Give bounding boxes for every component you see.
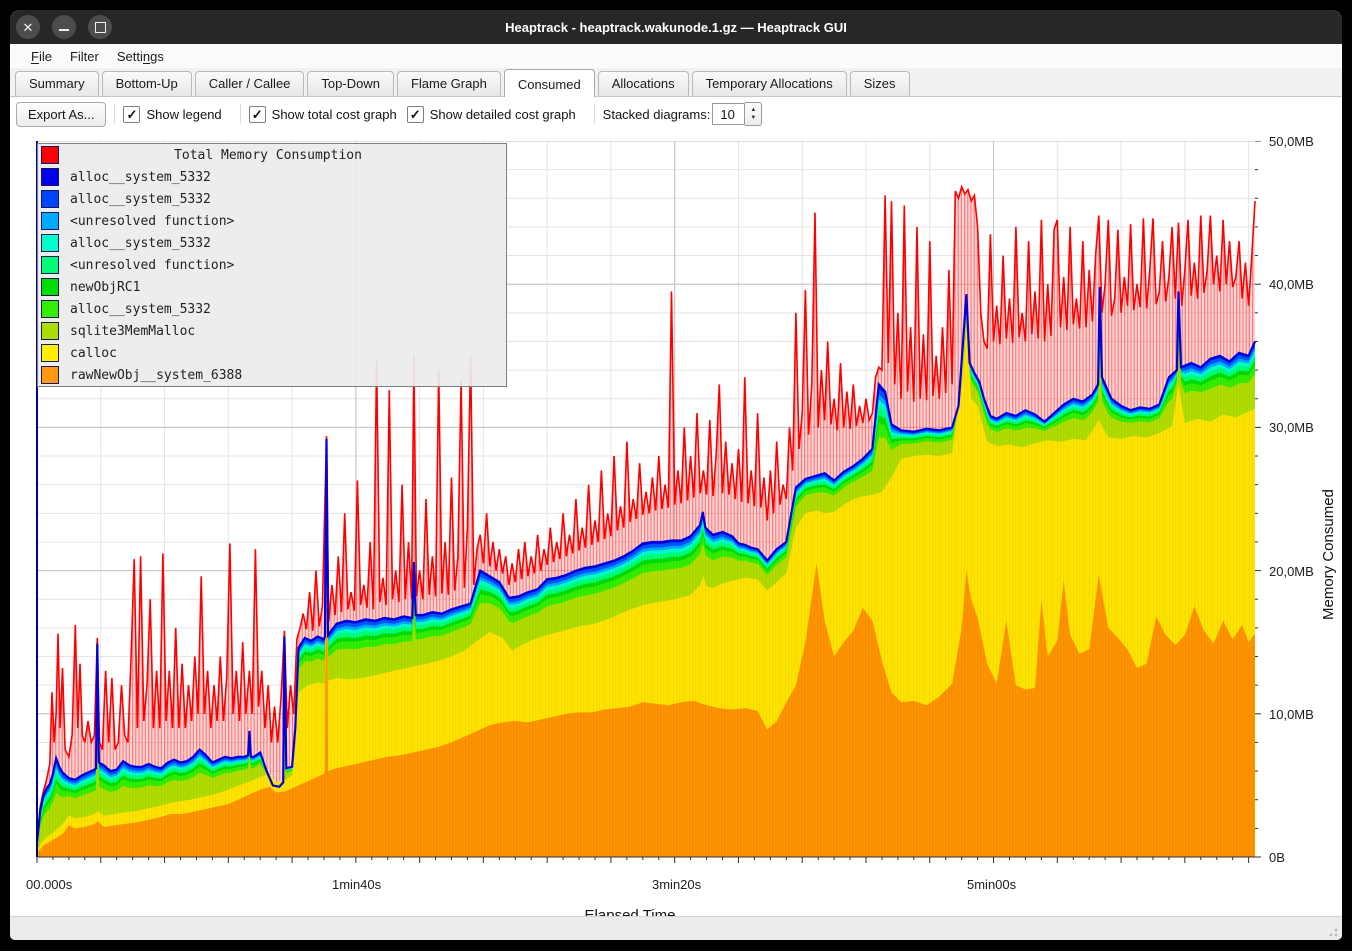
legend-label: <unresolved function> [70, 258, 234, 273]
export-as-button[interactable]: Export As... [16, 102, 106, 127]
spin-up-icon[interactable]: ▲ [750, 106, 756, 114]
legend-swatch [41, 212, 59, 230]
menu-settings[interactable]: Settings [108, 46, 173, 67]
app-window: ✕ Heaptrack - heaptrack.wakunode.1.gz — … [10, 10, 1342, 940]
legend-swatch [41, 234, 59, 252]
legend-swatch [41, 168, 59, 186]
legend-row: alloc__system_5332 [38, 188, 506, 210]
show-detailed-cost-checkbox[interactable]: ✓ Show detailed cost graph [407, 106, 576, 123]
legend-label: newObjRC1 [70, 280, 140, 295]
y-tick-label-50: 50,0MB [1269, 134, 1314, 149]
tab-consumed[interactable]: Consumed [504, 69, 595, 97]
toolbar: Export As... ✓ Show legend ✓ Show total … [10, 97, 1342, 131]
checkbox-check-icon: ✓ [249, 106, 266, 123]
show-total-cost-label: Show total cost graph [272, 107, 397, 122]
legend-row: alloc__system_5332 [38, 166, 506, 188]
stacked-diagrams-spinner: 10 ▲ ▼ [712, 102, 762, 126]
legend-row: <unresolved function> [38, 254, 506, 276]
minimize-icon [59, 29, 69, 31]
legend-swatch [41, 256, 59, 274]
legend-label: calloc [70, 346, 117, 361]
menu-filter[interactable]: Filter [61, 46, 108, 67]
legend-title: Total Memory Consumption [70, 148, 466, 163]
legend-swatch [41, 278, 59, 296]
tab-allocations[interactable]: Allocations [598, 71, 689, 96]
legend-label: alloc__system_5332 [70, 302, 211, 317]
toolbar-separator [114, 104, 115, 124]
y-tick-label-20: 20,0MB [1269, 564, 1314, 579]
tab-caller-callee[interactable]: Caller / Callee [195, 71, 305, 96]
window-title: Heaptrack - heaptrack.wakunode.1.gz — He… [130, 20, 1222, 35]
close-button[interactable]: ✕ [16, 15, 40, 39]
checkbox-check-icon: ✓ [123, 106, 140, 123]
tab-sizes[interactable]: Sizes [850, 71, 910, 96]
spinner-buttons[interactable]: ▲ ▼ [745, 102, 762, 126]
legend-row: alloc__system_5332 [38, 232, 506, 254]
show-detailed-cost-label: Show detailed cost graph [430, 107, 576, 122]
legend-label: alloc__system_5332 [70, 170, 211, 185]
legend-row: calloc [38, 342, 506, 364]
tab-temporary-allocations[interactable]: Temporary Allocations [692, 71, 847, 96]
legend-row: alloc__system_5332 [38, 298, 506, 320]
legend-label: rawNewObj__system_6388 [70, 368, 242, 383]
legend-swatch [41, 366, 59, 384]
legend-row: newObjRC1 [38, 276, 506, 298]
legend-row: rawNewObj__system_6388 [38, 364, 506, 386]
title-bar: ✕ Heaptrack - heaptrack.wakunode.1.gz — … [10, 10, 1342, 44]
legend-row-total: Total Memory Consumption [38, 144, 506, 166]
tab-flame-graph[interactable]: Flame Graph [397, 71, 501, 96]
maximize-icon [95, 22, 106, 33]
x-tick-label-3: 5min00s [967, 877, 1016, 892]
spin-down-icon[interactable]: ▼ [750, 114, 756, 122]
tab-summary[interactable]: Summary [15, 71, 99, 96]
menu-bar: File Filter Settings [10, 44, 1342, 68]
screenshot-root: { "window": { "title": "Heaptrack - heap… [0, 0, 1352, 951]
tab-bottom-up[interactable]: Bottom-Up [102, 71, 192, 96]
close-icon: ✕ [23, 21, 34, 34]
menu-file[interactable]: File [22, 46, 61, 67]
y-tick-label-40: 40,0MB [1269, 277, 1314, 292]
legend-swatch [41, 344, 59, 362]
legend-label: alloc__system_5332 [70, 236, 211, 251]
chart-legend[interactable]: Total Memory Consumption alloc__system_5… [37, 143, 507, 387]
y-tick-label-0: 0B [1269, 850, 1285, 865]
x-tick-label-0: 00.000s [26, 877, 72, 892]
x-tick-label-2: 3min20s [652, 877, 701, 892]
legend-label: sqlite3MemMalloc [70, 324, 195, 339]
show-total-cost-checkbox[interactable]: ✓ Show total cost graph [249, 106, 397, 123]
stacked-diagrams-input[interactable]: 10 [712, 103, 745, 125]
toolbar-separator [240, 104, 241, 124]
checkbox-check-icon: ✓ [407, 106, 424, 123]
show-legend-checkbox[interactable]: ✓ Show legend [123, 106, 221, 123]
legend-label: alloc__system_5332 [70, 192, 211, 207]
toolbar-separator [594, 104, 595, 124]
y-tick-label-10: 10,0MB [1269, 707, 1314, 722]
show-legend-label: Show legend [146, 107, 221, 122]
resize-grip-icon[interactable] [1326, 925, 1338, 937]
consumed-chart-area: 00.000s 1min40s 3min20s 5min00s Elapsed … [10, 130, 1342, 917]
legend-label: <unresolved function> [70, 214, 234, 229]
legend-swatch [41, 190, 59, 208]
x-tick-label-1: 1min40s [332, 877, 381, 892]
minimize-button[interactable] [52, 15, 76, 39]
legend-swatch [41, 322, 59, 340]
maximize-button[interactable] [88, 15, 112, 39]
tab-bar: Summary Bottom-Up Caller / Callee Top-Do… [10, 68, 1342, 97]
legend-swatch [41, 146, 59, 164]
stacked-diagrams-label: Stacked diagrams: [603, 107, 711, 122]
y-axis-title: Memory Consumed [1320, 425, 1337, 685]
legend-swatch [41, 300, 59, 318]
status-bar [10, 916, 1342, 940]
tab-top-down[interactable]: Top-Down [307, 71, 394, 96]
legend-row: sqlite3MemMalloc [38, 320, 506, 342]
y-tick-label-30: 30,0MB [1269, 420, 1314, 435]
legend-row: <unresolved function> [38, 210, 506, 232]
